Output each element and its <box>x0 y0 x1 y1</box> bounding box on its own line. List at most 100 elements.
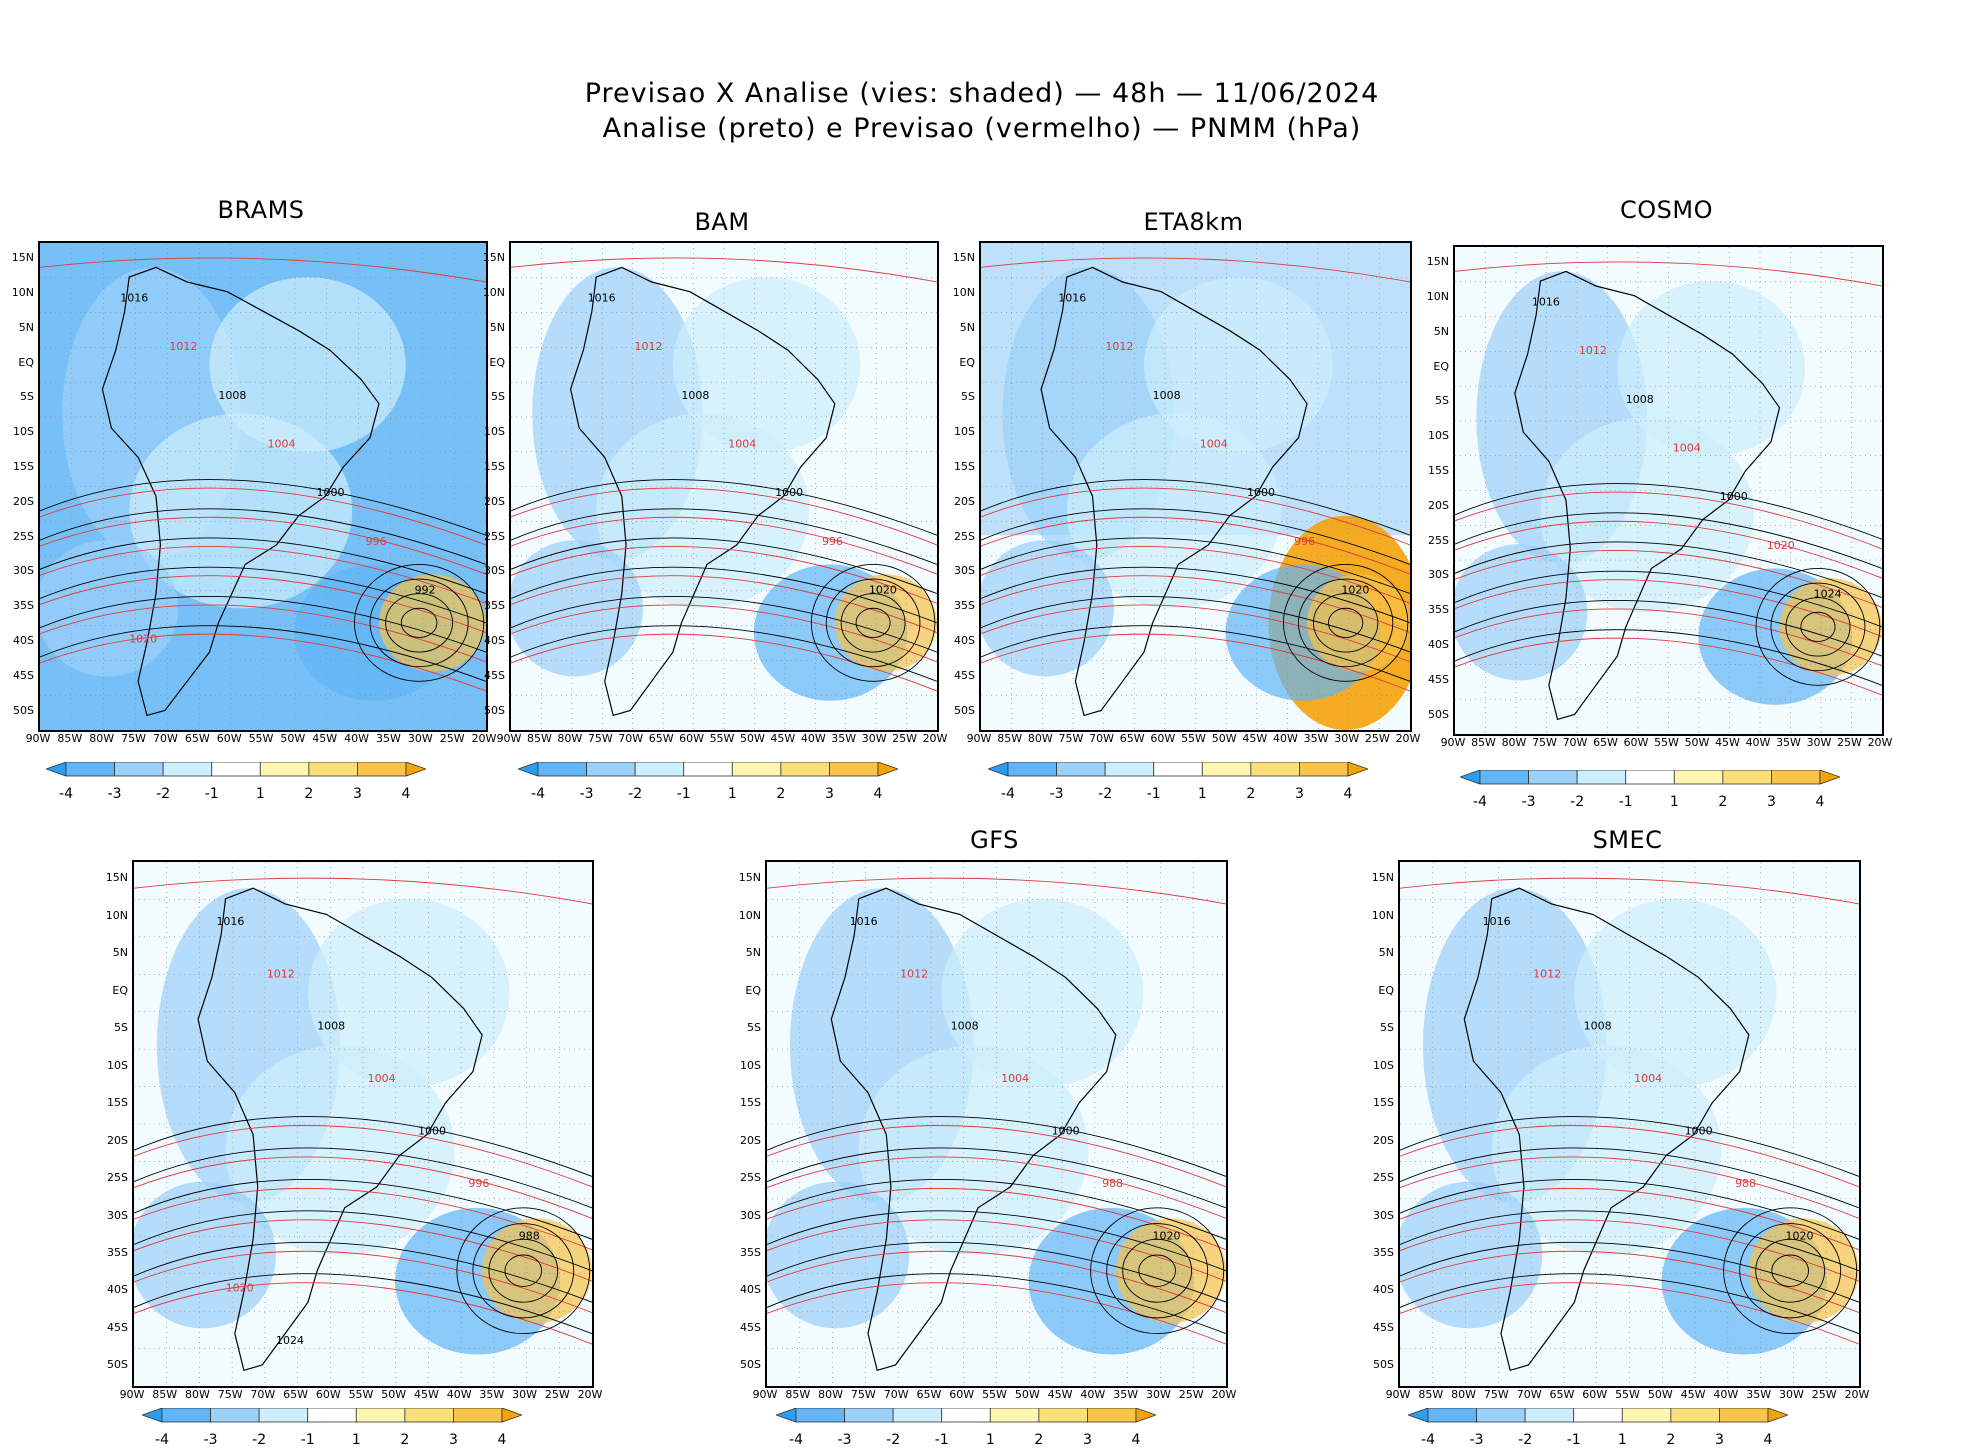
lat-tick-label: 5S <box>20 390 34 404</box>
colorbar-label: 2 <box>400 1432 410 1448</box>
colorbar-segment <box>586 762 636 777</box>
continent-outline <box>1514 270 1781 721</box>
lon-tick-label: 50W <box>1647 1388 1673 1401</box>
lon-tick-label: 20W <box>1395 732 1421 745</box>
colorbar-label: 4 <box>1343 786 1353 802</box>
colorbar-label: 1 <box>255 786 265 802</box>
lat-tick-label: 45S <box>107 1320 128 1334</box>
lon-tick-label: 40W <box>1745 736 1771 749</box>
isobar-label: 1008 <box>317 1020 345 1033</box>
lon-tick-label: 90W <box>496 732 522 745</box>
lat-tick-label: 5N <box>18 320 34 334</box>
lat-tick-label: 20S <box>1373 1133 1394 1147</box>
lat-tick-label: 50S <box>484 703 505 717</box>
continent-outline <box>1040 266 1308 717</box>
lon-tick-label: 55W <box>1654 736 1679 749</box>
lon-tick-label: 35W <box>1776 736 1801 749</box>
lon-tick-label: 30W <box>407 732 433 745</box>
isobar-label: 988 <box>1735 1177 1756 1190</box>
colorbar-segment <box>1479 770 1529 785</box>
lon-tick-label: 65W <box>916 1388 942 1401</box>
lon-tick-label: 75W <box>850 1388 876 1401</box>
lat-tick-label: 45S <box>1373 1320 1394 1334</box>
isobar-label: 1012 <box>267 967 295 980</box>
colorbar-segment <box>1104 762 1155 777</box>
isobar-label: 1008 <box>681 389 709 402</box>
lon-tick-label: 65W <box>1549 1388 1575 1401</box>
isobar-label: 1016 <box>588 291 616 304</box>
continent-outline <box>569 266 836 717</box>
lat-tick-label: 5N <box>1378 946 1394 960</box>
colorbar: -4 -3 -2 -1 1 2 3 4 <box>1408 1408 1788 1454</box>
lon-tick-label: 65W <box>1593 736 1618 749</box>
lon-tick-label: 55W <box>1615 1388 1640 1401</box>
colorbar-segment <box>1670 1408 1720 1423</box>
lat-tick-label: 20S <box>740 1133 761 1147</box>
colorbar-segment <box>162 762 213 777</box>
lon-tick-label: 25W <box>544 1388 570 1401</box>
colorbar-label: -2 <box>628 786 643 802</box>
lat-tick-label: 5N <box>745 946 761 960</box>
isobar-label: 1020 <box>226 1282 254 1295</box>
lat-tick-label: 50S <box>13 703 34 717</box>
colorbar-label: -3 <box>203 1432 218 1448</box>
lat-tick-label: 40S <box>1373 1283 1394 1297</box>
lon-tick-label: 30W <box>1778 1388 1804 1401</box>
colorbar-label: -2 <box>1518 1432 1533 1448</box>
panel-title: COSMO <box>1620 196 1713 224</box>
lat-tick-label: 35S <box>107 1246 128 1259</box>
lat-tick-label: 20S <box>484 494 505 508</box>
isobar-label: 1000 <box>775 486 803 499</box>
panel-title: SMEC <box>1592 826 1663 854</box>
lon-tick-label: 40W <box>1713 1388 1739 1401</box>
isobar-label: 1016 <box>120 291 148 304</box>
lat-tick-label: 10S <box>1373 1058 1394 1072</box>
colorbar-segment <box>404 1408 454 1423</box>
lon-tick-label: 65W <box>648 732 674 745</box>
colorbar-label: 4 <box>1815 794 1825 810</box>
lon-tick-label: 90W <box>966 732 992 745</box>
lon-tick-label: 45W <box>1680 1388 1706 1401</box>
isobar-label: 988 <box>519 1229 540 1242</box>
panel-title: BAM <box>694 208 750 236</box>
lon-tick-label: 50W <box>381 1388 407 1401</box>
lat-tick-label: EQ <box>1378 983 1394 997</box>
lat-tick-label: 5N <box>1433 324 1449 338</box>
figure-title-line2: Analise (preto) e Previsao (vermelho) — … <box>602 113 1362 144</box>
colorbar-segment <box>65 762 115 777</box>
lat-tick-label: 10S <box>13 425 34 439</box>
isobar-label: 996 <box>822 535 843 548</box>
map-canvas: 1016 1012 1008 1004 1000 996 988 1020 1024 <box>134 862 592 1386</box>
lat-tick-label: 45S <box>954 668 975 682</box>
lon-tick-label: 20W <box>1211 1388 1237 1401</box>
colorbar-label: 4 <box>1131 1432 1141 1448</box>
lon-tick-label: 20W <box>577 1388 603 1401</box>
lon-tick-label: 80W <box>1501 736 1527 749</box>
lat-tick-label: 40S <box>1428 638 1449 652</box>
colorbar-segment <box>731 762 782 777</box>
isobar-label: 1024 <box>1814 588 1842 601</box>
colorbar-segment <box>1056 762 1106 777</box>
colorbar-segment <box>634 762 685 777</box>
lon-tick-label: 45W <box>312 732 338 745</box>
lon-tick-label: 85W <box>785 1388 811 1401</box>
map-canvas: 1016 1012 1008 1004 1000 988 1020 <box>1400 862 1859 1386</box>
lon-tick-label: 90W <box>119 1388 145 1401</box>
colorbar-label: 1 <box>1617 1432 1627 1448</box>
lat-tick-label: EQ <box>959 355 975 369</box>
colorbar-label: -2 <box>1098 786 1113 802</box>
lat-tick-label: 15S <box>107 1096 128 1110</box>
colorbar-label: 1 <box>351 1432 361 1448</box>
lat-tick-label: 35S <box>954 599 975 613</box>
lat-tick-label: 30S <box>954 564 975 578</box>
colorbar-segment <box>829 762 879 777</box>
map-frame: 1016 1012 1008 1004 1000 988 1020 <box>1398 860 1861 1388</box>
colorbar: -4 -3 -2 -1 1 2 3 4 <box>776 1408 1156 1454</box>
colorbar-label: 2 <box>1718 794 1728 810</box>
colorbar-label: 4 <box>873 786 883 802</box>
lon-tick-label: 20W <box>471 732 497 745</box>
lat-tick-label: 35S <box>13 599 34 613</box>
colorbar: -4 -3 -2 -1 1 2 3 4 <box>518 762 898 808</box>
isobar-label: 1016 <box>1058 291 1086 304</box>
isobar-label: 1008 <box>951 1020 979 1033</box>
